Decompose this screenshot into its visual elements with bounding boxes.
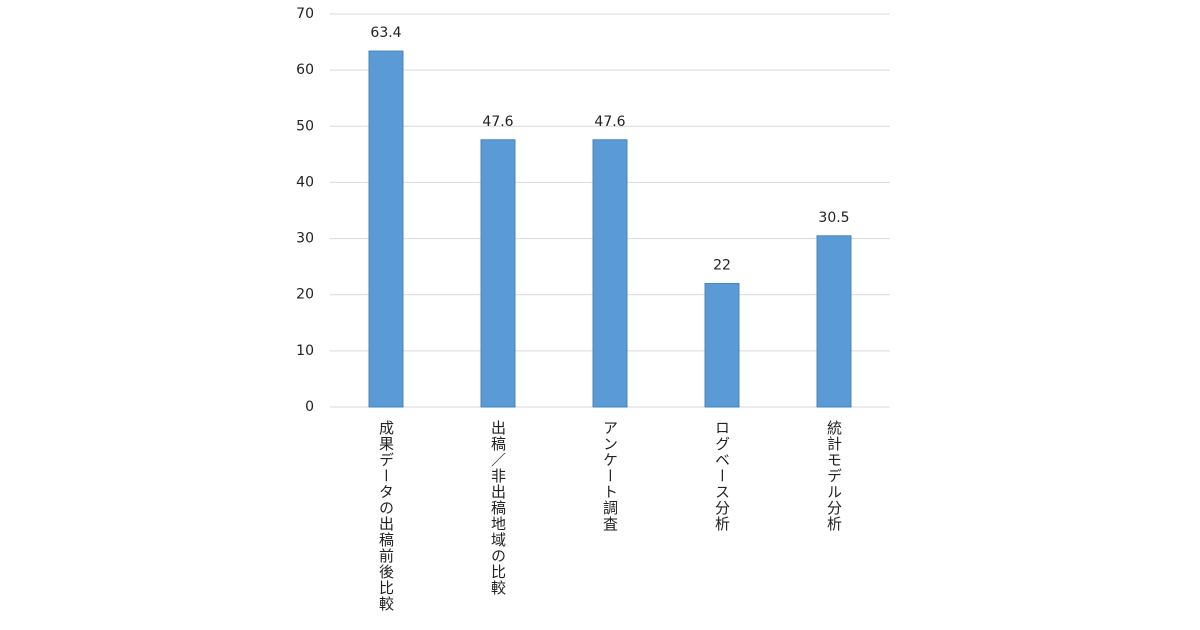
y-tick-label: 50	[296, 118, 314, 134]
y-tick-label: 30	[296, 231, 314, 247]
y-tick-label: 20	[296, 287, 314, 303]
bar	[816, 235, 852, 408]
x-tick-label: ログベース分析	[713, 420, 731, 532]
y-tick-label: 10	[296, 343, 314, 359]
data-label: 47.6	[594, 114, 625, 130]
y-tick-label: 40	[296, 174, 314, 190]
bar	[592, 139, 628, 408]
bar	[704, 282, 740, 408]
data-label: 22	[713, 257, 731, 273]
y-tick-label: 0	[305, 399, 314, 415]
data-label: 63.4	[370, 25, 401, 41]
x-tick-label: 成果データの出稿前後比較	[377, 420, 395, 612]
bar	[480, 139, 516, 408]
data-label: 47.6	[482, 114, 513, 130]
x-tick-label: 出稿／非出稿地域の比較	[489, 420, 507, 596]
y-tick-label: 70	[296, 6, 314, 22]
x-tick-label: 統計モデル分析	[825, 420, 843, 532]
x-tick-label: アンケート調査	[601, 420, 619, 532]
y-tick-label: 60	[296, 62, 314, 78]
bar	[368, 50, 404, 408]
data-label: 30.5	[818, 210, 849, 226]
